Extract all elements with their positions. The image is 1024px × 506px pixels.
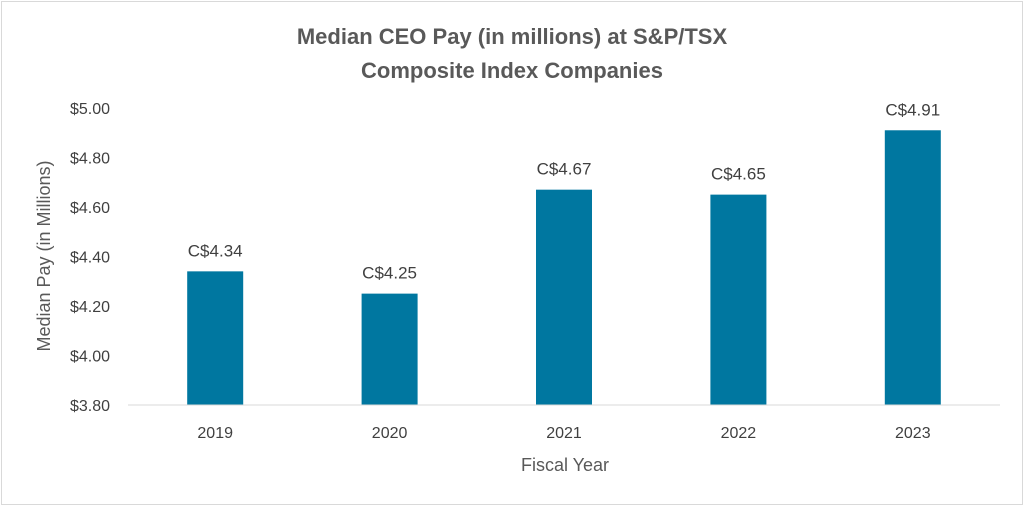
y-tick-label: $4.00 <box>70 349 110 366</box>
y-tick-labels: $3.80 $4.00 $4.20 $4.40 $4.60 $4.80 $5.00 <box>70 101 110 415</box>
y-tick-label: $5.00 <box>70 101 110 118</box>
data-labels: C$4.34 C$4.25 C$4.67 C$4.65 C$4.91 <box>188 100 940 282</box>
x-tick-label-2020: 2020 <box>372 425 408 442</box>
bar-2021 <box>536 189 592 405</box>
bars <box>187 130 941 405</box>
x-tick-labels: 2019 2020 2021 2022 2023 <box>197 425 930 442</box>
data-label-2023: C$4.91 <box>885 100 940 119</box>
bar-2022 <box>710 194 767 405</box>
data-label-2021: C$4.67 <box>537 160 592 179</box>
chart-title-line-2: Composite Index Companies <box>361 58 663 83</box>
x-tick-label-2023: 2023 <box>895 425 931 442</box>
data-label-2019: C$4.34 <box>188 241 243 260</box>
y-tick-label: $4.80 <box>70 151 110 168</box>
y-tick-label: $4.20 <box>70 299 110 316</box>
y-tick-label: $3.80 <box>70 398 110 415</box>
y-tick-label: $4.40 <box>70 250 110 267</box>
x-tick-label-2019: 2019 <box>197 425 233 442</box>
x-tick-label-2022: 2022 <box>721 425 757 442</box>
y-tick-label: $4.60 <box>70 200 110 217</box>
y-axis-label: Median Pay (in Millions) <box>34 160 54 351</box>
data-label-2022: C$4.65 <box>711 165 766 184</box>
bar-2019 <box>187 271 244 405</box>
x-tick-label-2021: 2021 <box>546 425 582 442</box>
data-label-2020: C$4.25 <box>362 264 417 283</box>
x-axis-label: Fiscal Year <box>521 455 609 475</box>
chart-title-line-1: Median CEO Pay (in millions) at S&P/TSX <box>297 24 728 49</box>
bar-2023 <box>884 130 941 405</box>
bar-2020 <box>361 293 418 405</box>
